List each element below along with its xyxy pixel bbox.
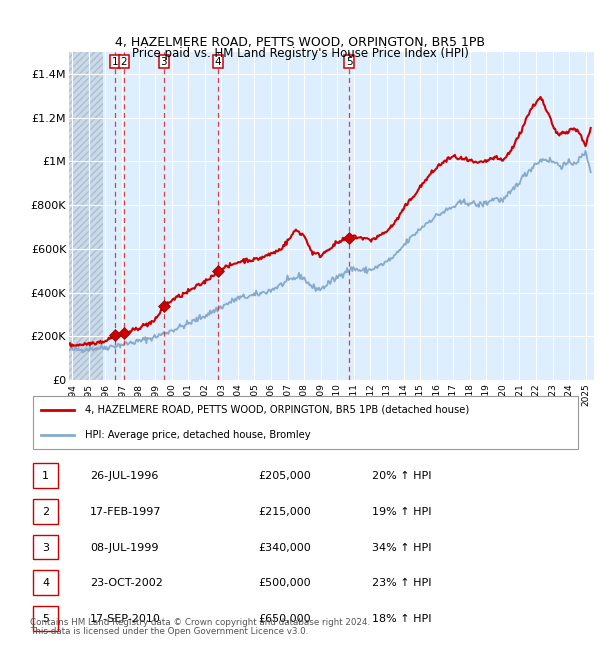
- Text: 2: 2: [121, 57, 127, 67]
- Text: 26-JUL-1996: 26-JUL-1996: [90, 471, 158, 481]
- Text: 23-OCT-2002: 23-OCT-2002: [90, 578, 163, 588]
- Text: This data is licensed under the Open Government Licence v3.0.: This data is licensed under the Open Gov…: [30, 627, 308, 636]
- Bar: [69, 52, 103, 380]
- Text: 3: 3: [160, 57, 167, 67]
- Text: 17-SEP-2010: 17-SEP-2010: [90, 614, 161, 624]
- Text: 23% ↑ HPI: 23% ↑ HPI: [372, 578, 431, 588]
- Text: 5: 5: [42, 614, 49, 624]
- FancyBboxPatch shape: [33, 396, 578, 448]
- Text: 2: 2: [42, 507, 49, 517]
- Text: 1: 1: [112, 57, 118, 67]
- Text: Price paid vs. HM Land Registry's House Price Index (HPI): Price paid vs. HM Land Registry's House …: [131, 47, 469, 60]
- Text: 5: 5: [346, 57, 352, 67]
- Text: Contains HM Land Registry data © Crown copyright and database right 2024.: Contains HM Land Registry data © Crown c…: [30, 618, 370, 627]
- Text: £340,000: £340,000: [258, 543, 311, 552]
- Text: 19% ↑ HPI: 19% ↑ HPI: [372, 507, 431, 517]
- Text: 20% ↑ HPI: 20% ↑ HPI: [372, 471, 431, 481]
- Text: 4, HAZELMERE ROAD, PETTS WOOD, ORPINGTON, BR5 1PB: 4, HAZELMERE ROAD, PETTS WOOD, ORPINGTON…: [115, 36, 485, 49]
- Text: 34% ↑ HPI: 34% ↑ HPI: [372, 543, 431, 552]
- Text: HPI: Average price, detached house, Bromley: HPI: Average price, detached house, Brom…: [85, 430, 311, 440]
- Text: 4, HAZELMERE ROAD, PETTS WOOD, ORPINGTON, BR5 1PB (detached house): 4, HAZELMERE ROAD, PETTS WOOD, ORPINGTON…: [85, 405, 469, 415]
- Text: 4: 4: [42, 578, 49, 588]
- Text: 3: 3: [42, 543, 49, 552]
- Bar: [69, 52, 103, 380]
- Text: 08-JUL-1999: 08-JUL-1999: [90, 543, 158, 552]
- Text: £500,000: £500,000: [258, 578, 311, 588]
- Text: £205,000: £205,000: [258, 471, 311, 481]
- Text: £650,000: £650,000: [258, 614, 311, 624]
- Text: 17-FEB-1997: 17-FEB-1997: [90, 507, 161, 517]
- Text: 4: 4: [215, 57, 221, 67]
- Text: £215,000: £215,000: [258, 507, 311, 517]
- Text: 18% ↑ HPI: 18% ↑ HPI: [372, 614, 431, 624]
- Text: 1: 1: [42, 471, 49, 481]
